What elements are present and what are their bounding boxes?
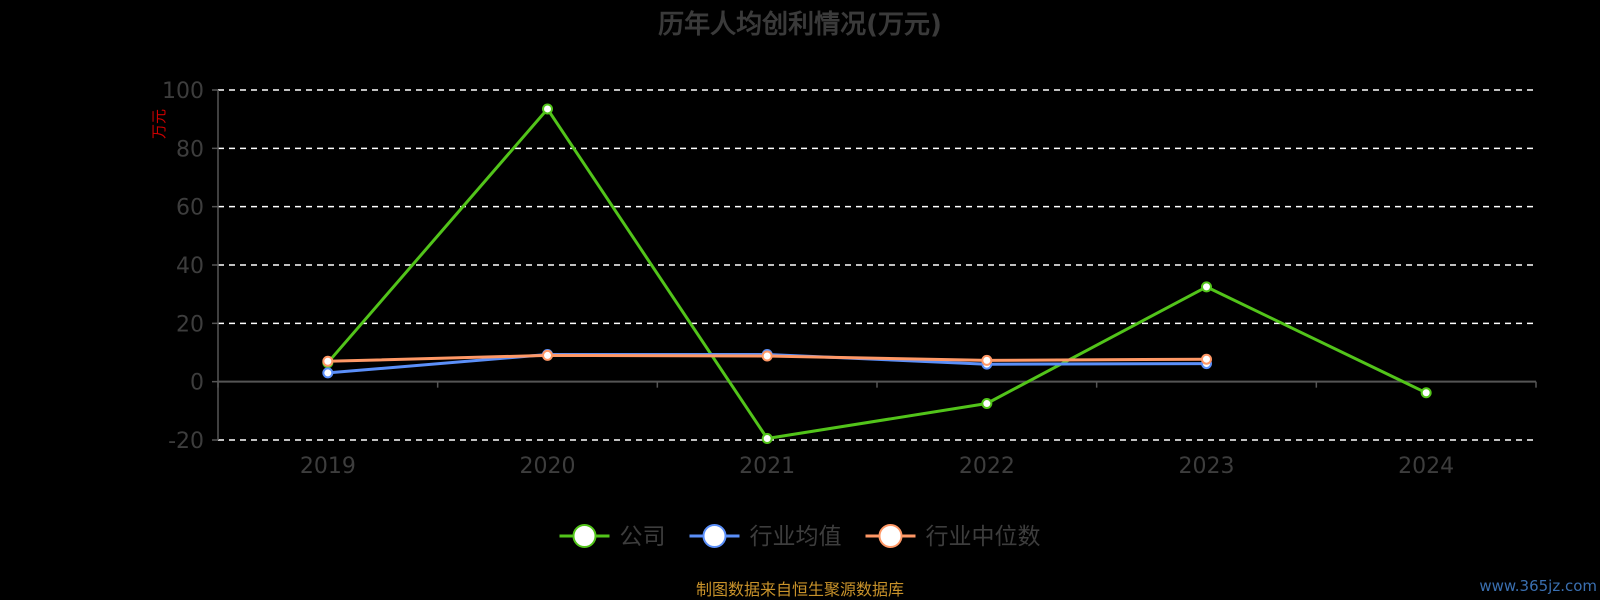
y-tick-labels: -20 0 20 40 60 80 100 [162,79,204,454]
legend-label: 公司 [620,524,666,550]
legend-item[interactable]: 公司 [559,524,666,550]
x-tick-label: 2024 [1398,454,1454,479]
y-tick-label: 100 [162,79,204,104]
x-tick-labels: 2019 2020 2021 2022 2023 2024 [300,454,1454,479]
y-tick-label: 80 [176,137,204,162]
legend-item[interactable]: 行业均值 [689,524,842,550]
chart-title: 历年人均创利情况(万元) [658,9,942,40]
data-point[interactable] [542,103,553,115]
y-tick-label: 20 [176,312,204,337]
series-markers [322,103,1432,445]
data-point[interactable] [1420,387,1432,399]
x-tick-label: 2019 [300,454,356,479]
data-point[interactable] [761,433,773,445]
y-tick-label: 0 [190,371,204,396]
y-tick-label: 40 [176,254,204,279]
y-tick-label: -20 [168,429,204,454]
x-tick-label: 2021 [739,454,795,479]
data-point[interactable] [1201,353,1212,365]
watermark: www.365jz.com [1479,577,1597,595]
axes [212,89,1537,441]
y-tick-label: 60 [176,196,204,221]
legend-label: 行业均值 [750,524,842,550]
series-line-0 [326,107,1427,440]
legend-swatch-marker [572,524,597,548]
legend-swatch-marker [702,524,727,548]
data-point[interactable] [761,350,773,362]
y-axis-unit-label: 万元 [150,109,168,139]
legend-item[interactable]: 行业中位数 [865,524,1041,550]
x-tick-label: 2022 [959,454,1015,479]
legend-swatch-marker [878,524,903,548]
data-source-note: 制图数据来自恒生聚源数据库 [696,580,904,599]
data-point[interactable] [981,354,993,366]
data-point[interactable] [322,367,334,379]
data-point[interactable] [981,398,993,410]
data-point[interactable] [542,349,553,361]
legend-label: 行业中位数 [926,524,1041,550]
x-tick-label: 2020 [520,454,576,479]
data-point[interactable] [322,355,334,367]
legend[interactable]: 公司 行业均值 行业中位数 [559,524,1041,550]
x-tick-label: 2023 [1179,454,1235,479]
data-point[interactable] [1201,281,1212,293]
